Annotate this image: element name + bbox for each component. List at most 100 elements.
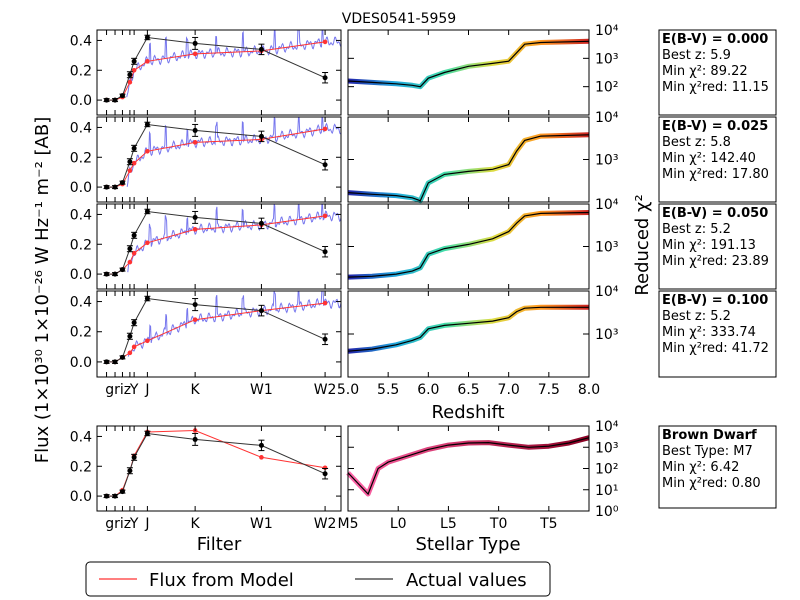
actual-flux-point bbox=[104, 271, 110, 277]
info-box-title: E(B-V) = 0.050 bbox=[662, 206, 768, 221]
chi2-y-tick-label: 10⁴ bbox=[595, 23, 619, 39]
chi2-redshift-panel-0: 10² 10³ 10⁴ bbox=[347, 23, 619, 116]
info-box-chi2: Min χ²: 142.40 bbox=[662, 151, 756, 166]
info-box-chi2-reduced: Min χ²red: 0.80 bbox=[662, 476, 761, 491]
filter-tick-label: W1 bbox=[250, 516, 273, 532]
actual-flux-point bbox=[258, 220, 264, 226]
stellar-tick-label: T5 bbox=[539, 516, 557, 532]
info-box-chi2-reduced: Min χ²red: 17.80 bbox=[662, 167, 769, 182]
legend-model-label: Flux from Model bbox=[149, 570, 294, 591]
chi2-y-tick-label: 10³ bbox=[595, 153, 618, 169]
actual-flux-point bbox=[322, 249, 328, 255]
actual-flux-point bbox=[104, 184, 110, 190]
chi2-y-tick-label: 10⁴ bbox=[595, 197, 619, 213]
actual-flux-point bbox=[322, 75, 328, 81]
model-flux-point bbox=[131, 160, 137, 166]
stellar-tick-label: T0 bbox=[489, 516, 507, 532]
actual-flux-point bbox=[127, 468, 133, 474]
actual-flux-point bbox=[144, 296, 150, 302]
sed-panels: 0.0 0.2 0.4 0.0 0.2 0.4 0.0 0.2 0.4 0.0 0.2 0.4 griz… bbox=[70, 29, 342, 532]
info-box-chi2: Min χ²: 191.13 bbox=[662, 238, 756, 253]
stellar-tick-label: M5 bbox=[338, 516, 359, 532]
actual-flux-point bbox=[104, 359, 110, 365]
model-flux-point bbox=[192, 227, 198, 232]
chi2-panel-frame bbox=[347, 425, 590, 512]
chi2-y-tick-label: 10³ bbox=[595, 327, 618, 343]
sed-panel-frame bbox=[96, 425, 342, 512]
y-tick-label: 0.2 bbox=[70, 150, 92, 166]
model-spectrum bbox=[127, 203, 342, 273]
actual-flux-point bbox=[258, 442, 264, 448]
model-flux-point bbox=[145, 338, 150, 344]
actual-flux-point bbox=[127, 159, 133, 165]
actual-flux-point bbox=[112, 271, 118, 277]
actual-flux-point bbox=[258, 133, 264, 139]
actual-flux-point bbox=[322, 471, 328, 477]
y-tick-label: 0.2 bbox=[70, 237, 92, 253]
actual-flux-point bbox=[119, 180, 125, 186]
chi2-colored-band bbox=[347, 132, 590, 204]
actual-flux-point bbox=[119, 354, 125, 360]
actual-flux-point bbox=[131, 145, 137, 151]
filter-tick-label: J bbox=[144, 382, 149, 398]
model-flux-point bbox=[259, 455, 264, 460]
y-tick-label: 0.2 bbox=[70, 63, 92, 79]
model-flux-point bbox=[322, 213, 328, 219]
y-tick-label: 0.4 bbox=[70, 295, 92, 311]
actual-flux-point bbox=[112, 359, 118, 365]
chi2-redshift-panel-3: 10³ 10⁴ 5.0 5.5 6.0 6.5 7.0 7.5 8.0 bbox=[337, 284, 619, 398]
actual-flux-point bbox=[258, 46, 264, 52]
stellar-tick-label: L5 bbox=[440, 516, 457, 532]
model-flux-point bbox=[145, 240, 150, 246]
actual-flux-point bbox=[144, 121, 150, 127]
actual-flux-point bbox=[127, 246, 133, 252]
stellar-tick-label: L0 bbox=[390, 516, 407, 532]
info-box-chi2: Min χ²: 6.42 bbox=[662, 460, 739, 475]
filter-tick-label: W2 bbox=[314, 382, 337, 398]
model-spectrum bbox=[126, 29, 342, 98]
redshift-axis-label: Redshift bbox=[431, 402, 504, 423]
info-box-best: Best z: 5.2 bbox=[662, 309, 731, 324]
chi2-curve bbox=[347, 306, 589, 352]
model-flux-line bbox=[106, 429, 326, 497]
y-tick-label: 0.2 bbox=[70, 325, 92, 341]
actual-flux-point bbox=[119, 489, 125, 495]
redshift-tick-label: 8.0 bbox=[578, 382, 600, 398]
left-y-axis-label: Flux (1×10³⁰ 1×10⁻²⁶ W Hz⁻¹ m⁻² [AB] bbox=[32, 117, 53, 463]
filter-tick-label: K bbox=[191, 516, 201, 532]
model-flux-point bbox=[145, 148, 150, 154]
redshift-tick-label: 6.5 bbox=[457, 382, 479, 398]
info-box-best: Best z: 5.9 bbox=[662, 48, 731, 63]
model-spectrum bbox=[126, 116, 341, 187]
chi2-panel-frame bbox=[347, 116, 590, 203]
stellar-y-tick-label: 10³ bbox=[595, 440, 618, 456]
chi2-curve bbox=[347, 134, 590, 202]
chi2-colored-band bbox=[347, 304, 589, 354]
y-tick-label: 0.4 bbox=[70, 207, 92, 223]
model-flux-point bbox=[192, 51, 198, 57]
info-box-best: Best Type: M7 bbox=[662, 444, 753, 459]
model-flux-point bbox=[127, 79, 133, 85]
sed-panel-frame bbox=[96, 116, 342, 203]
filter-tick-label: W1 bbox=[250, 382, 273, 398]
model-flux-point bbox=[192, 317, 198, 322]
y-tick-label: 0.0 bbox=[70, 180, 92, 196]
actual-flux-point bbox=[127, 333, 133, 339]
model-flux-point bbox=[322, 126, 328, 132]
actual-flux-point bbox=[192, 40, 198, 46]
figure-title: VDES0541-5959 bbox=[342, 11, 456, 27]
chi2-y-tick-label: 10² bbox=[595, 80, 618, 96]
stellar-chi2-curve bbox=[347, 437, 590, 496]
filter-tick-label: griz bbox=[105, 382, 131, 398]
info-box-frame bbox=[658, 29, 777, 116]
actual-flux-point bbox=[131, 320, 137, 326]
info-box-chi2-reduced: Min χ²red: 23.89 bbox=[662, 254, 769, 269]
y-tick-label: 0.0 bbox=[70, 93, 92, 109]
